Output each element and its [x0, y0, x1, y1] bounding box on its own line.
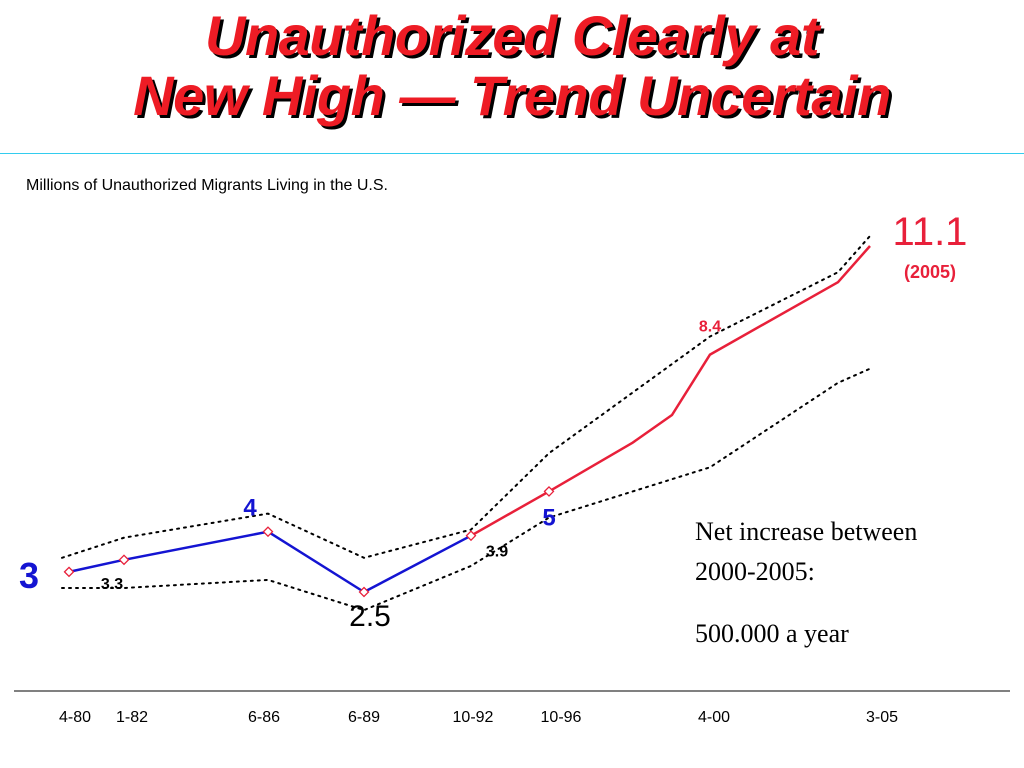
- data-label-9: (2005): [904, 262, 956, 282]
- data-point-4: [358, 586, 370, 598]
- x-tick-label-4: 6-89: [348, 709, 380, 726]
- data-label-8: 11.1: [893, 210, 968, 254]
- series-line-1: [68, 530, 472, 594]
- upper-bound-line: [61, 235, 871, 559]
- x-tick-label-5: 10-92: [453, 709, 494, 726]
- title-divider: [0, 153, 1024, 154]
- data-label-1: 3: [19, 555, 39, 596]
- data-label-6: 5: [542, 504, 555, 531]
- x-tick-label-2: 1-82: [116, 709, 148, 726]
- data-point-1: [63, 566, 75, 578]
- note-line-1: Net increase between: [695, 517, 918, 546]
- x-tick-label-3: 6-86: [248, 709, 280, 726]
- x-tick-label-1: 4-80: [59, 709, 91, 726]
- title-line-2: New High — Trend Uncertain: [133, 64, 891, 127]
- data-label-4: 2.5: [349, 600, 391, 633]
- data-point-3: [262, 526, 274, 538]
- note-line-2: 2000-2005:: [695, 557, 815, 586]
- data-label-7: 8.4: [699, 319, 721, 336]
- data-label-2: 3.3: [101, 576, 123, 593]
- data-label-3: 4: [243, 495, 257, 522]
- x-tick-label-6: 10-96: [541, 709, 582, 726]
- x-tick-label-7: 4-00: [698, 709, 730, 726]
- data-point-5: [465, 530, 477, 542]
- slide-title: Unauthorized Clearly at New High — Trend…: [0, 6, 1024, 126]
- x-tick-label-8: 3-05: [866, 709, 898, 726]
- note-line-3: 500.000 a year: [695, 619, 849, 648]
- data-label-5: 3.9: [486, 544, 508, 561]
- chart-subtitle: Millions of Unauthorized Migrants Living…: [26, 177, 388, 194]
- title-line-1: Unauthorized Clearly at: [205, 4, 819, 67]
- data-point-6: [543, 486, 555, 497]
- data-point-2: [118, 554, 130, 566]
- lower-bound-line: [61, 367, 871, 612]
- series-line-2: [470, 245, 871, 537]
